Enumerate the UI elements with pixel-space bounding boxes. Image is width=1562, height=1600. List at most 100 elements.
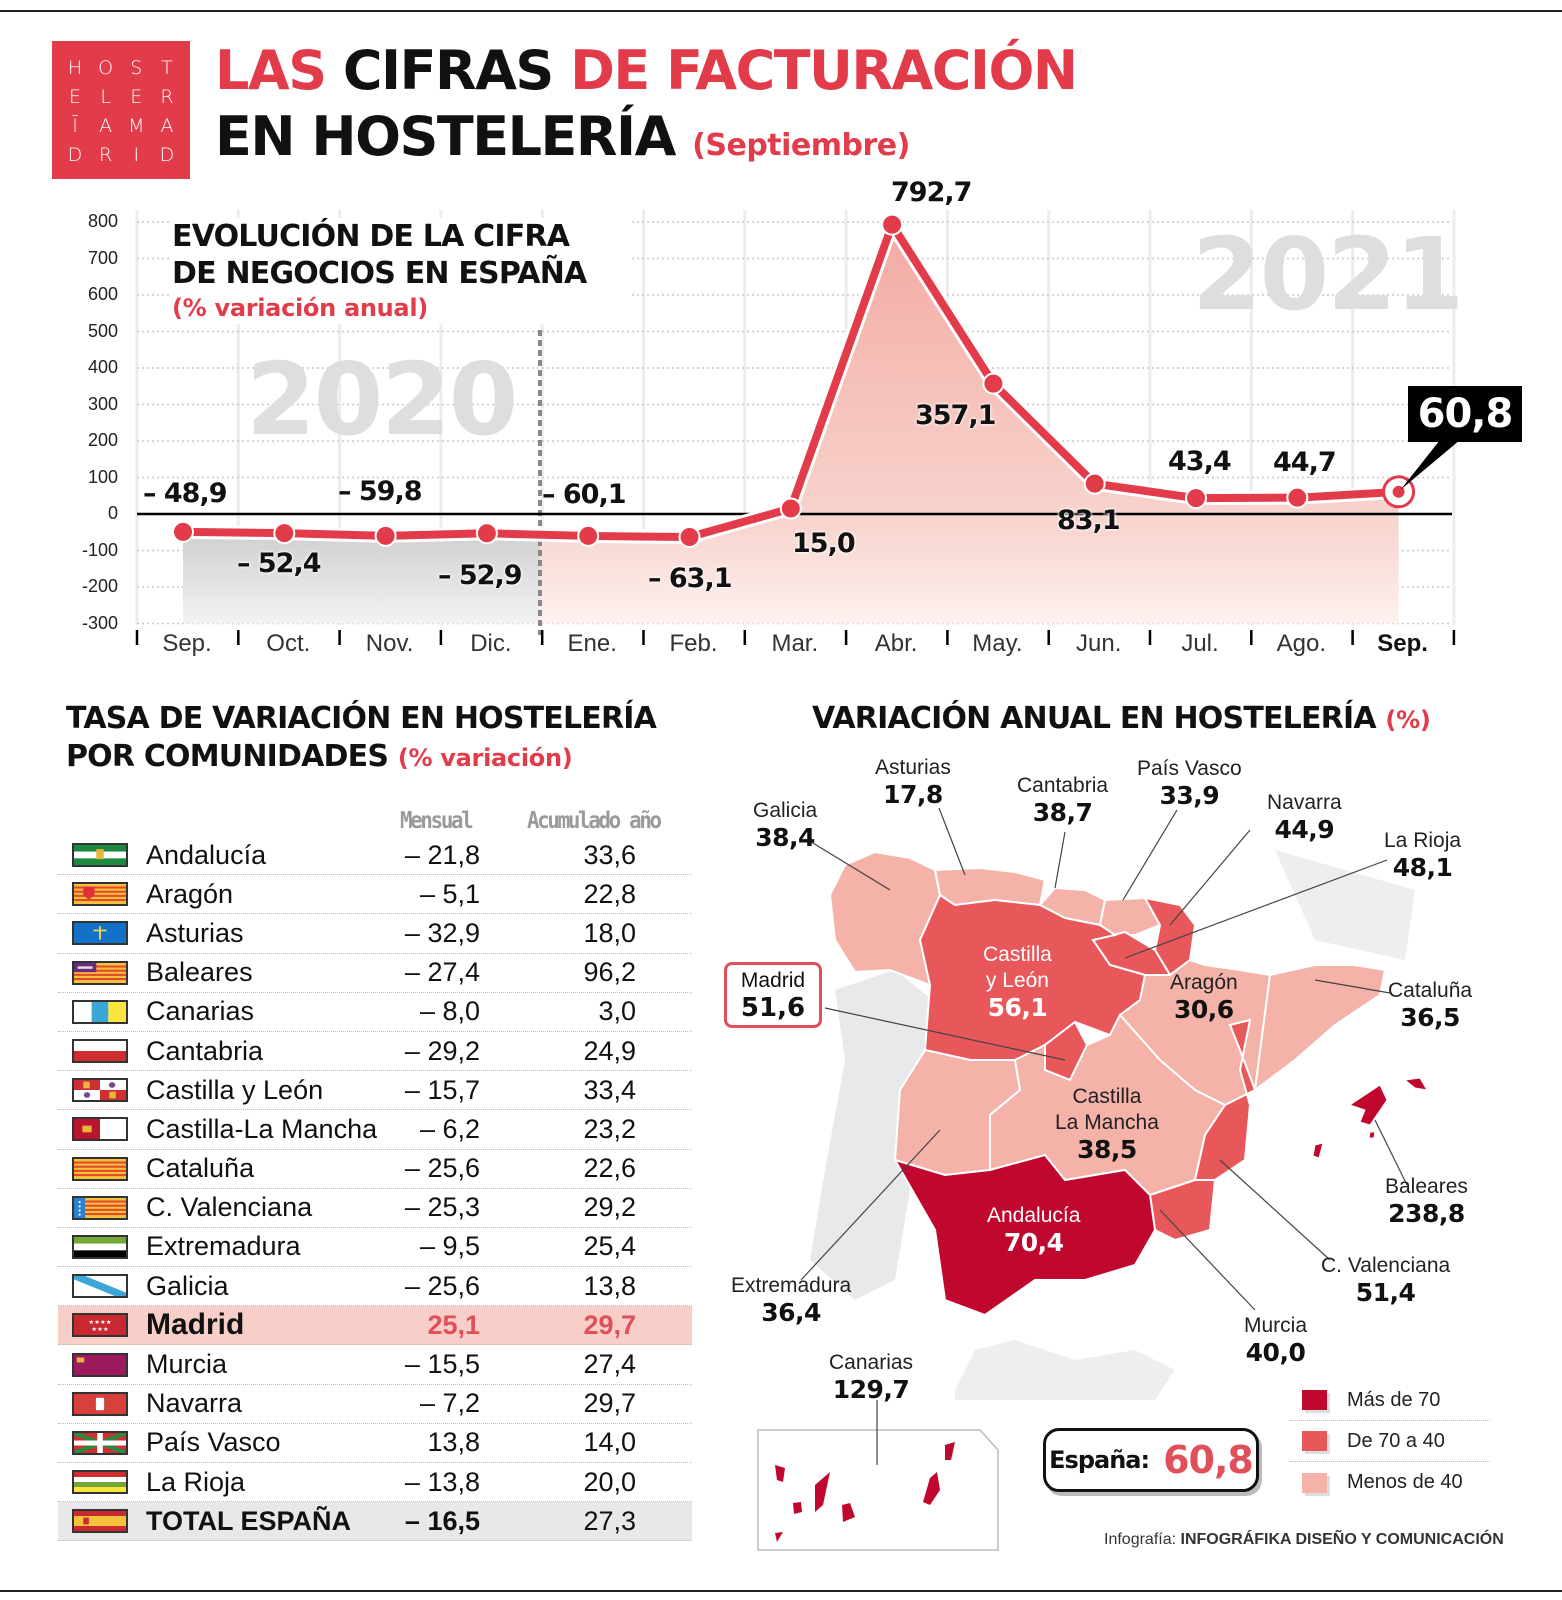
- table-row: Castilla y León – 15,7 33,4: [58, 1071, 692, 1111]
- y-axis-tick: 300: [87, 393, 118, 414]
- region-name: Cataluña: [146, 1153, 255, 1184]
- y-axis-tick: 0: [107, 503, 118, 523]
- data-label: – 63,1: [648, 563, 733, 594]
- monthly-value: – 25,6: [404, 1153, 480, 1184]
- table-row: Canarias – 8,0 3,0: [58, 993, 692, 1032]
- map-label-cataluna: Cataluña 36,5: [1388, 979, 1473, 1032]
- map-legend: Más de 70 De 70 a 40 Menos de 40: [1290, 1380, 1490, 1503]
- column-header-ytd: Acumulado año: [527, 808, 662, 834]
- map-label-aragon: Aragón 30,6: [1170, 971, 1238, 1024]
- x-axis-tick: Abr.: [874, 630, 918, 657]
- bottom-rule: [0, 1590, 1562, 1592]
- table-row: ★★★★ ★★★ Madrid 25,1 29,7: [58, 1306, 692, 1346]
- chart-subtitle: (% variación anual): [172, 294, 428, 322]
- ytd-value: 96,2: [583, 957, 636, 988]
- region-name: Galicia: [146, 1270, 229, 1301]
- map-label-murcia: Murcia 40,0: [1244, 1314, 1308, 1367]
- logo-letter: H: [67, 57, 83, 79]
- title-word: CIFRAS: [342, 39, 554, 102]
- flag-asturias-icon: [72, 921, 128, 946]
- legend-swatch: [1302, 1431, 1327, 1451]
- flag-madrid-icon: ★★★★★★★: [72, 1313, 128, 1338]
- year-watermark-2020: 2020: [246, 341, 518, 458]
- y-axis-tick: 400: [87, 357, 118, 377]
- region-galicia: [828, 850, 942, 987]
- logo-letter: R: [160, 86, 174, 108]
- table-row: Navarra – 7,2 29,7: [58, 1385, 692, 1424]
- region-name: Andalucía: [146, 839, 267, 870]
- ytd-value: 27,4: [583, 1349, 636, 1380]
- map-label-clm: Castilla La Mancha 38,5: [1055, 1085, 1159, 1164]
- ytd-value: 29,7: [583, 1309, 636, 1340]
- monthly-value: – 29,2: [404, 1035, 480, 1066]
- data-label: – 52,9: [438, 560, 523, 591]
- data-label: 357,1: [915, 400, 996, 431]
- logo-letter: L: [100, 86, 111, 108]
- table-row: Galicia – 25,6 13,8: [58, 1267, 692, 1307]
- title-line2: EN HOSTELERÍA: [215, 105, 676, 168]
- flag-andalucia-icon: [72, 843, 128, 868]
- map-label-madrid: Madrid 51,6: [724, 962, 822, 1028]
- x-axis-tick: Dic.: [470, 630, 512, 657]
- x-axis-tick: Sep.: [162, 630, 212, 657]
- region-name: Navarra: [146, 1388, 243, 1419]
- logo-letter: S: [130, 57, 143, 79]
- title-subtitle: (Septiembre): [692, 128, 910, 163]
- region-name: Castilla y León: [146, 1074, 324, 1105]
- region-name: La Rioja: [146, 1466, 246, 1497]
- data-label: – 52,4: [237, 548, 322, 579]
- y-axis-tick: 200: [87, 430, 118, 450]
- flag-baleares-icon: [72, 960, 128, 985]
- svg-text:★★★★: ★★★★: [88, 1320, 112, 1327]
- legend-item: Más de 70: [1290, 1380, 1490, 1421]
- region-name: Madrid: [146, 1308, 245, 1342]
- data-label: 43,4: [1168, 446, 1232, 477]
- table-title-sub: (% variación): [397, 744, 573, 772]
- data-label: 15,0: [792, 528, 856, 559]
- map-title: VARIACIÓN ANUAL EN HOSTELERÍA (%): [812, 701, 1431, 736]
- flag-extremadura-icon: [72, 1234, 128, 1259]
- table-row: Castilla-La Mancha – 6,2 23,2: [58, 1110, 692, 1150]
- ytd-value: 23,2: [583, 1113, 636, 1144]
- flag-canarias-icon: [72, 999, 128, 1024]
- region-name: TOTAL ESPAÑA: [146, 1505, 352, 1536]
- region-name: País Vasco: [146, 1427, 281, 1458]
- y-axis-tick: 600: [87, 284, 118, 304]
- region-name: Cantabria: [146, 1035, 264, 1066]
- region-name: Asturias: [146, 917, 244, 948]
- flag-cantabria-icon: [72, 1039, 128, 1064]
- table-row: Aragón – 5,1 22,8: [58, 875, 692, 915]
- map-label-canarias: Canarias 129,7: [829, 1351, 914, 1404]
- monthly-value: – 15,7: [404, 1074, 480, 1105]
- ytd-value: 13,8: [583, 1270, 636, 1301]
- map-label-larioja: La Rioja 48,1: [1384, 829, 1462, 882]
- logo-letter: Ī: [72, 115, 78, 137]
- svg-text:★★★: ★★★: [91, 1326, 109, 1333]
- monthly-value: – 25,3: [404, 1192, 480, 1223]
- monthly-value: – 9,5: [419, 1231, 480, 1262]
- ytd-value: 18,0: [583, 917, 636, 948]
- column-header-monthly: Mensual: [400, 808, 474, 834]
- table-row: Cantabria – 29,2 24,9: [58, 1032, 692, 1072]
- spain-total-badge: España: 60,8: [1043, 1428, 1259, 1492]
- logo-letter: T: [161, 57, 173, 79]
- monthly-value: – 6,2: [419, 1113, 480, 1144]
- region-name: Murcia: [146, 1349, 228, 1380]
- region-valencia: [1193, 1018, 1257, 1181]
- monthly-value: – 7,2: [419, 1388, 480, 1419]
- title-word: LAS: [215, 39, 327, 102]
- flag-galicia-icon: [72, 1274, 128, 1299]
- logo-letter: M: [128, 115, 145, 137]
- logo-letter: D: [159, 144, 175, 166]
- regions-table: Andalucía – 21,8 33,6 Aragón – 5,1 22,8 Asturi…: [58, 836, 692, 1542]
- map-label-navarra: Navarra 44,9: [1267, 791, 1342, 844]
- highlight-callout: 60,8: [1408, 386, 1522, 442]
- x-axis-tick: Nov.: [365, 630, 414, 657]
- ytd-value: 33,6: [583, 839, 636, 870]
- x-axis-tick: Jun.: [1076, 630, 1122, 657]
- logo-letter: E: [130, 86, 143, 108]
- x-axis-tick: May.: [972, 630, 1023, 657]
- flag-murcia-icon: [72, 1352, 128, 1377]
- ytd-value: 33,4: [583, 1074, 636, 1105]
